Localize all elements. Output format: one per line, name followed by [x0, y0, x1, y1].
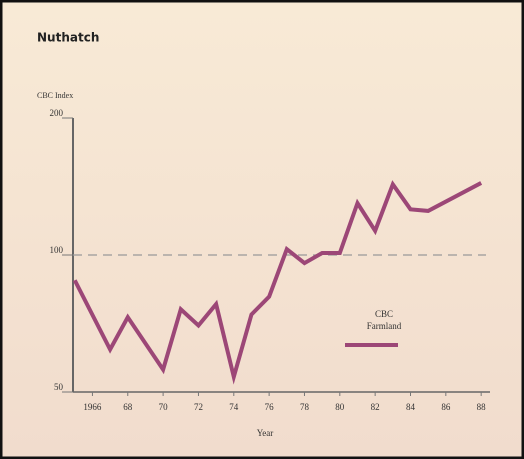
x-axis-label: Year: [257, 428, 274, 438]
x-tick-label: 80: [335, 402, 345, 412]
y-tick-label: 200: [50, 108, 64, 118]
chart-title: Nuthatch: [37, 31, 99, 45]
x-tick-label: 84: [406, 402, 416, 412]
x-tick-label: 82: [371, 402, 380, 412]
x-tick-label: 70: [159, 402, 169, 412]
legend-label: CBC Farmland: [366, 309, 402, 331]
y-tick-label: 100: [50, 245, 64, 255]
x-tick-label: 78: [300, 402, 310, 412]
y-tick-label: 50: [54, 382, 64, 392]
x-tick-label: 88: [477, 402, 487, 412]
x-tick-label: 68: [123, 402, 133, 412]
x-tick-label: 72: [194, 402, 203, 412]
x-tick-label: 76: [265, 402, 275, 412]
x-tick-label: 86: [441, 402, 451, 412]
data-line: [72, 180, 483, 385]
y-axis-label: CBC Index: [37, 91, 73, 100]
x-tick-label: 1966: [83, 402, 102, 412]
x-tick-label: 74: [229, 402, 239, 412]
